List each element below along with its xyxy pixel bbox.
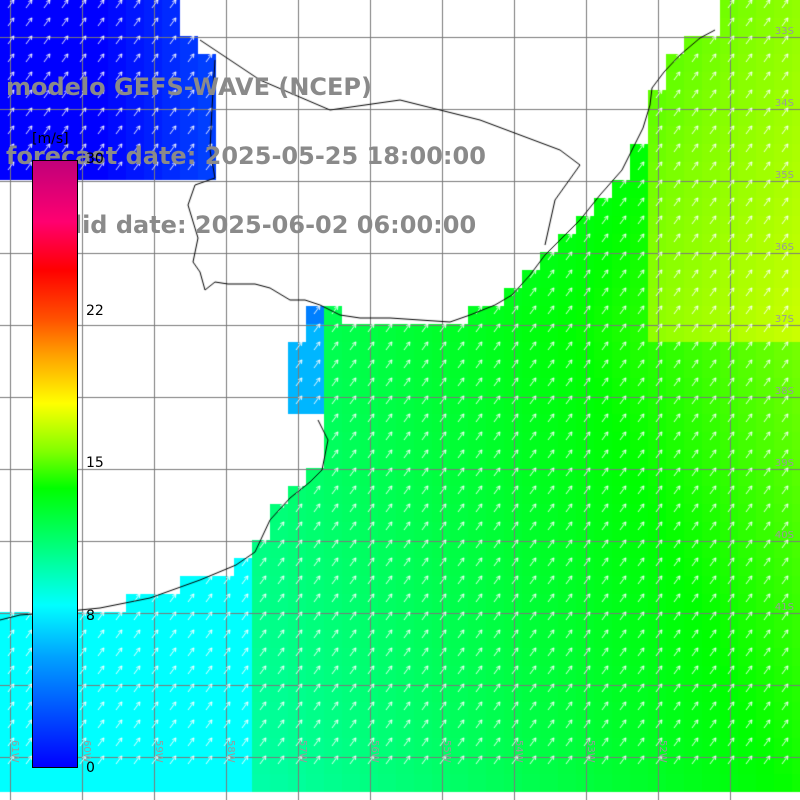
longitude-label: 59W: [153, 740, 164, 763]
latitude-label: 33S: [774, 26, 794, 37]
colorbar-tick: 8: [86, 608, 95, 624]
longitude-label: 53W: [585, 740, 596, 763]
latitude-label: 34S: [774, 98, 794, 109]
latitude-label: 41S: [774, 602, 794, 613]
colorbar-tick: 15: [86, 455, 104, 471]
model-title: modelo GEFS-WAVE (NCEP): [6, 73, 372, 101]
longitude-label: 58W: [225, 740, 236, 763]
longitude-label: 56W: [369, 740, 380, 763]
longitude-label: 52W: [657, 740, 668, 763]
latitude-label: 38S: [774, 386, 794, 397]
colorbar-gradient: [32, 160, 78, 768]
colorbar: [30, 158, 80, 770]
latitude-label: 37S: [774, 314, 794, 325]
colorbar-tick: 0: [86, 760, 95, 776]
latitude-label: 40S: [774, 530, 794, 541]
colorbar-unit: [m/s]: [32, 131, 69, 147]
colorbar-tick: 22: [86, 303, 104, 319]
longitude-label: 61W: [9, 740, 20, 763]
longitude-label: 54W: [513, 740, 524, 763]
latitude-label: 35S: [774, 170, 794, 181]
colorbar-tick: 30: [86, 151, 104, 167]
latitude-label: 39S: [774, 458, 794, 469]
longitude-label: 57W: [297, 740, 308, 763]
latitude-label: 36S: [774, 242, 794, 253]
longitude-label: 55W: [441, 740, 452, 763]
